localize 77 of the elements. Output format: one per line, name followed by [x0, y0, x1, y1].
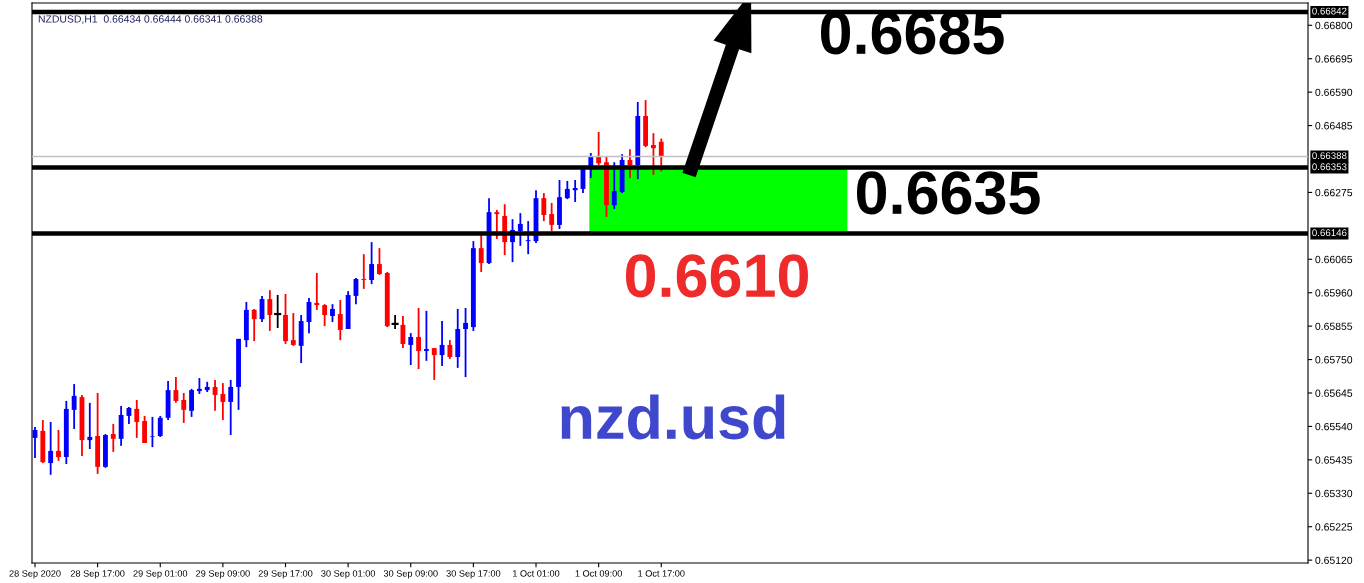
ref-line-label: 0.66353: [1312, 163, 1347, 171]
ref-line-label: 0.66388: [1312, 152, 1347, 160]
y-tick-label: 0.65435: [1315, 456, 1353, 464]
ref-line-label: 0.66842: [1312, 7, 1347, 15]
candlestick: [463, 307, 468, 378]
x-tick-label: 29 Sep 09:00: [196, 570, 250, 579]
y-tick-label: 0.66800: [1315, 21, 1353, 30]
candlestick: [572, 179, 578, 203]
candlestick: [220, 382, 226, 421]
candlestick: [110, 422, 116, 453]
candlestick: [87, 401, 93, 450]
y-tick-label: 0.66590: [1315, 88, 1353, 97]
candlestick: [423, 309, 429, 362]
x-tick-label: 30 Sep 17:00: [446, 570, 501, 579]
y-tick-label: 0.65120: [1315, 556, 1353, 565]
candlestick: [337, 299, 343, 342]
candlestick: [196, 377, 202, 395]
y-tick-label: 0.65540: [1315, 422, 1353, 431]
y-tick-label: 0.66065: [1315, 255, 1353, 264]
y-tick-label: 0.66695: [1315, 55, 1353, 63]
candlestick: [369, 241, 375, 286]
candlestick: [611, 161, 617, 210]
candlestick: [478, 233, 484, 273]
x-tick-label: 29 Sep 01:00: [133, 570, 188, 579]
candlestick: [267, 289, 273, 332]
candlestick: [189, 387, 194, 418]
y-tick-label: 0.66275: [1315, 188, 1353, 197]
y-tick-label: 0.66485: [1315, 122, 1353, 130]
candlestick: [651, 132, 656, 176]
candlestick: [150, 415, 155, 449]
candlestick: [431, 347, 437, 381]
x-tick-label: 30 Sep 01:00: [321, 570, 376, 579]
candlestick: [525, 220, 531, 256]
candlestick: [251, 308, 257, 343]
candlestick: [494, 209, 500, 240]
text: NZDUSD,H1 0.66434 0.66444 0.66341 0.66388: [38, 15, 263, 24]
x-tick-label: 28 Sep 17:00: [70, 570, 125, 579]
annotation: nzd.usd: [561, 394, 785, 440]
candlestick: [142, 415, 148, 444]
x-tick-label: 1 Oct 01:00: [513, 570, 560, 577]
candlestick: [71, 383, 77, 430]
candlestick: [134, 399, 140, 439]
annotation: 0.6610: [625, 254, 808, 298]
candlestick: [118, 405, 124, 447]
y-tick-label: 0.65960: [1315, 289, 1353, 297]
candlestick: [416, 307, 422, 371]
ref-line-label: 0.66146: [1312, 229, 1347, 237]
candlestick: [48, 421, 54, 476]
candlestick: [377, 247, 382, 276]
candlestick: [274, 294, 282, 329]
candlestick: [658, 137, 664, 173]
candlestick: [541, 192, 547, 222]
candlestick: [314, 272, 320, 311]
x-tick-label: 29 Sep 17:00: [258, 570, 313, 579]
candlestick: [157, 415, 163, 438]
y-tick-label: 0.65645: [1315, 389, 1353, 397]
candlestick: [549, 202, 555, 232]
candlestick: [173, 376, 179, 404]
y-tick-label: 0.65225: [1315, 523, 1353, 531]
candlestick: [391, 314, 399, 330]
x-tick-label: 1 Oct 17:00: [638, 570, 685, 577]
y-tick-label: 0.65750: [1315, 356, 1353, 364]
annotation: 0.6635: [856, 171, 1040, 215]
candlestick: [447, 339, 453, 360]
x-tick-label: 28 Sep 2020: [9, 570, 61, 579]
candlestick: [228, 379, 234, 436]
y-tick-label: 0.65855: [1315, 322, 1353, 331]
candlestick: [408, 332, 414, 366]
candlestick: [322, 303, 328, 328]
candlestick: [564, 180, 570, 201]
candlestick: [361, 253, 367, 290]
candlestick: [56, 429, 61, 462]
y-tick-label: 0.65330: [1315, 489, 1353, 498]
candlestick: [290, 312, 296, 347]
x-tick-label: 30 Sep 09:00: [383, 570, 438, 579]
x-tick-label: 1 Oct 09:00: [575, 570, 622, 577]
candlestick: [181, 392, 187, 424]
